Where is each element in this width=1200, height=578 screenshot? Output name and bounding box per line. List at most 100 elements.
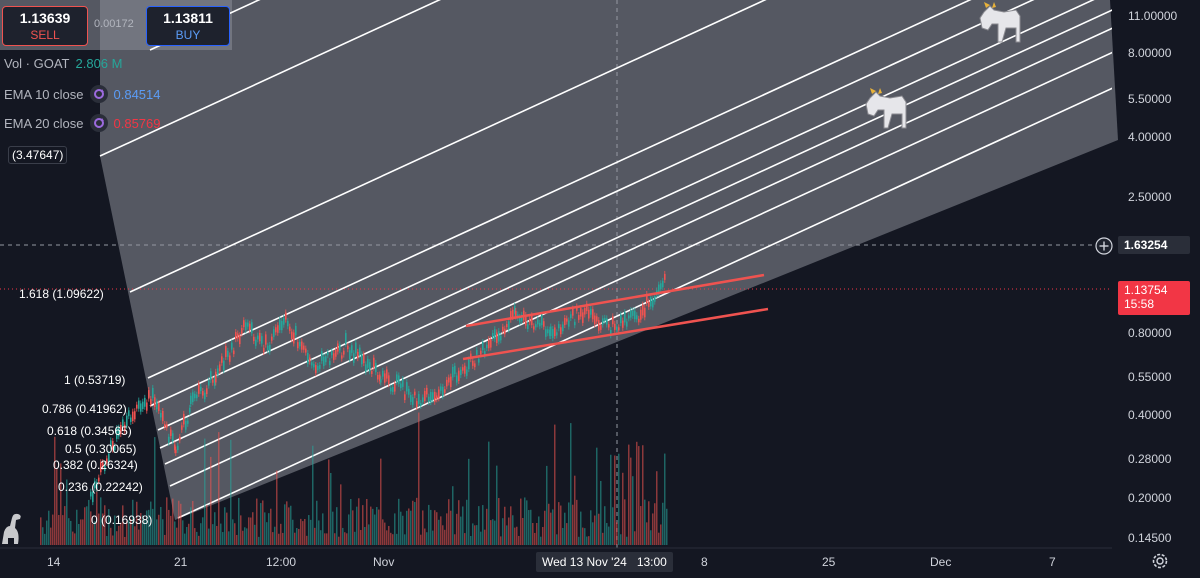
volume-bar [268, 513, 270, 545]
volume-bar [324, 533, 326, 545]
candle [323, 356, 325, 367]
volume-bar [476, 525, 478, 545]
candle [438, 389, 440, 399]
candle [172, 433, 174, 442]
volume-bar [84, 507, 86, 545]
candle [371, 370, 373, 374]
candle [442, 386, 444, 397]
candle [102, 462, 104, 467]
volume-bar [192, 500, 194, 545]
volume-bar [362, 505, 364, 545]
volume-bar [184, 533, 186, 545]
volume-bar [162, 519, 164, 545]
candle [582, 312, 584, 323]
volume-bar [300, 518, 302, 545]
buy-button[interactable]: 1.13811 BUY [146, 6, 230, 46]
plus-circle-icon[interactable] [1094, 236, 1114, 256]
candle [247, 322, 249, 327]
ema10-legend[interactable]: EMA 10 close 0.84514 [4, 85, 161, 103]
candle [345, 333, 347, 344]
volume-bar [308, 515, 310, 545]
candle [210, 371, 212, 380]
volume-bar [532, 523, 534, 545]
candle [420, 402, 422, 407]
channel-lower-line[interactable] [462, 307, 769, 361]
ema20-legend[interactable]: EMA 20 close 0.85769 [4, 114, 161, 132]
candle [450, 376, 452, 388]
volume-bar [492, 519, 494, 545]
candle [428, 396, 430, 403]
volume-bar [474, 525, 476, 545]
candle [380, 379, 382, 383]
candle [527, 324, 529, 329]
candle [185, 420, 187, 430]
volume-bar [514, 527, 516, 545]
candle [189, 407, 191, 413]
candle [132, 411, 134, 422]
fib-line [159, 9, 1112, 449]
volume-bar [422, 510, 424, 545]
candle [432, 392, 434, 401]
goat-icon [865, 88, 907, 129]
candle [150, 399, 152, 405]
candle [584, 308, 586, 315]
candle [289, 326, 291, 331]
volume-bar [330, 472, 332, 545]
candle [506, 324, 508, 328]
candle [440, 386, 442, 391]
goat-icon [979, 2, 1021, 43]
volume-bar [380, 458, 382, 545]
volume-bar [484, 529, 486, 545]
volume-bar [312, 445, 314, 545]
candle [486, 344, 488, 349]
candle [377, 374, 379, 380]
volume-bar [360, 529, 362, 545]
volume-bar [102, 513, 104, 545]
candle [126, 415, 128, 426]
sell-button[interactable]: 1.13639 SELL [2, 6, 88, 46]
volume-bar [582, 527, 584, 545]
candle [194, 393, 196, 399]
volume-bar [124, 536, 126, 545]
dinosaur-logo-icon[interactable] [0, 510, 24, 546]
channel-upper-line[interactable] [465, 273, 765, 328]
candle [116, 428, 118, 439]
volume-bar [126, 520, 128, 545]
candle [215, 371, 217, 383]
volume-bar [460, 516, 462, 545]
gear-icon[interactable] [1150, 551, 1170, 571]
volume-bar [524, 497, 526, 545]
candle [612, 316, 614, 325]
volume-bar [170, 515, 172, 545]
fib-line [169, 51, 1112, 487]
volume-bar [516, 526, 518, 545]
candle [122, 419, 124, 427]
candle [245, 322, 247, 331]
candle [229, 355, 231, 362]
time-axis-label: Nov [373, 555, 395, 569]
candle [375, 362, 377, 373]
volume-bar [40, 517, 42, 545]
volume-bar [600, 480, 602, 545]
cycle-icon[interactable] [89, 85, 108, 103]
volume-bar [50, 527, 52, 545]
candle [204, 392, 206, 400]
volume-bar [512, 515, 514, 545]
candle [146, 402, 148, 411]
volume-bar [346, 533, 348, 545]
volume-bar [320, 530, 322, 545]
candle [490, 339, 492, 348]
volume-legend[interactable]: Vol · GOAT 2.806 M [4, 56, 122, 71]
cycle-icon[interactable] [89, 114, 108, 132]
candle [140, 403, 142, 412]
candle [424, 390, 426, 402]
candle [558, 324, 560, 329]
candle [206, 388, 208, 395]
volume-bar [128, 520, 130, 545]
candle [492, 332, 494, 338]
fib-label: 1 (0.53719) [64, 373, 126, 387]
candle [456, 375, 458, 383]
price-axis-label: 0.14500 [1128, 531, 1172, 545]
candle [531, 315, 533, 326]
